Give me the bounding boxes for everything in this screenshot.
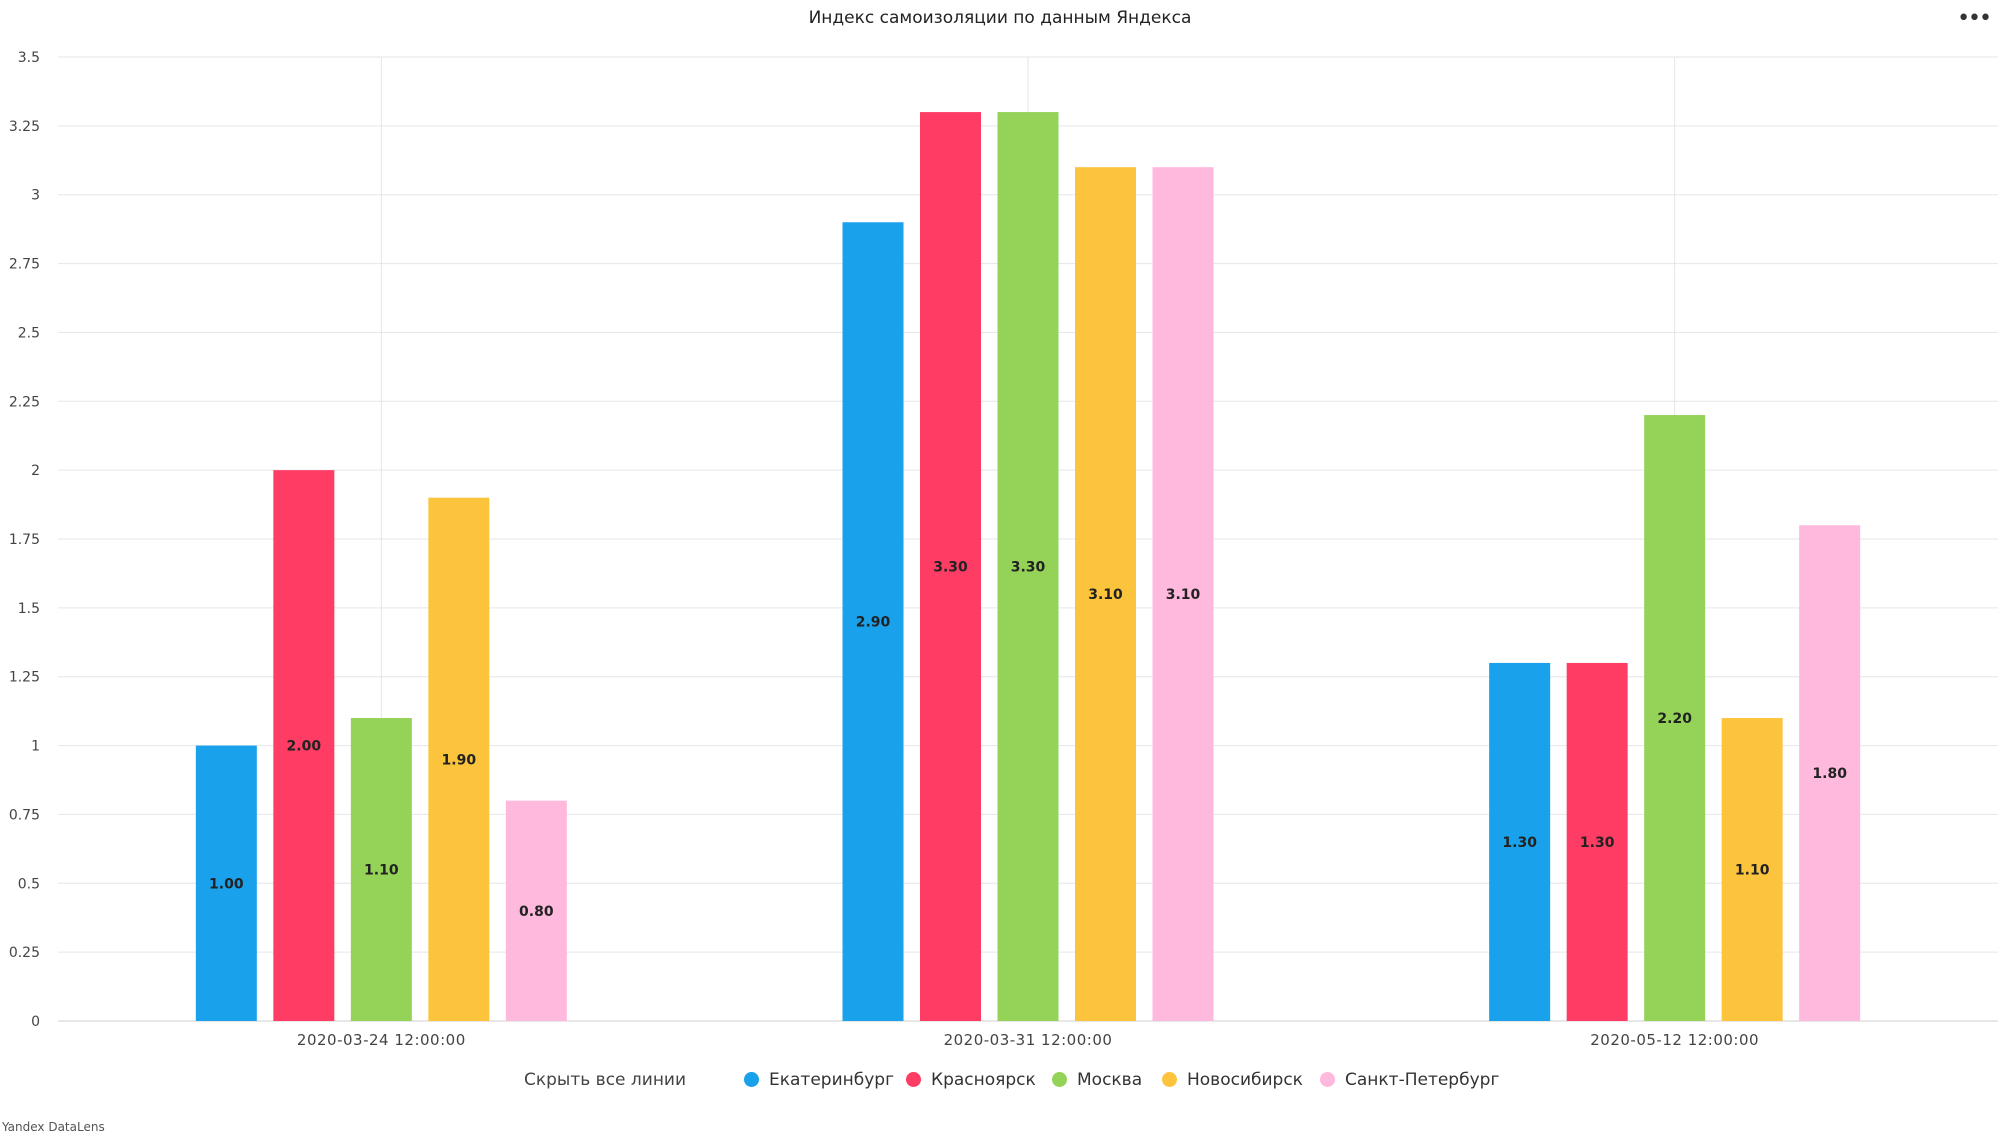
data-label: 3.10 bbox=[1166, 587, 1201, 603]
y-tick-label: 2.75 bbox=[9, 257, 40, 273]
legend-label: Новосибирск bbox=[1187, 1070, 1303, 1090]
legend-item[interactable]: Красноярск bbox=[906, 1070, 1036, 1090]
y-tick-label: 1.25 bbox=[9, 670, 40, 686]
bar bbox=[505, 800, 567, 1021]
y-tick-label: 1 bbox=[31, 739, 40, 755]
y-tick-label: 3 bbox=[31, 188, 40, 204]
y-tick-label: 0.75 bbox=[9, 807, 40, 823]
footer-credit: Yandex DataLens bbox=[2, 1120, 105, 1134]
data-label: 3.10 bbox=[1088, 587, 1123, 603]
bar bbox=[1489, 662, 1551, 1021]
bar bbox=[195, 745, 257, 1021]
data-label: 1.00 bbox=[209, 876, 244, 892]
x-tick-label: 2020-05-12 12:00:00 bbox=[1590, 1031, 1759, 1049]
bar bbox=[350, 718, 412, 1021]
data-label: 3.30 bbox=[933, 560, 968, 576]
bar bbox=[1799, 525, 1861, 1021]
data-label: 0.80 bbox=[519, 904, 554, 920]
legend-item[interactable]: Новосибирск bbox=[1162, 1070, 1303, 1090]
hide-all-lines-button[interactable]: Скрыть все линии bbox=[524, 1070, 687, 1090]
legend-item[interactable]: Екатеринбург bbox=[744, 1070, 894, 1090]
bar bbox=[1566, 662, 1628, 1021]
x-tick-label: 2020-03-24 12:00:00 bbox=[297, 1031, 466, 1049]
legend-dot-icon bbox=[1052, 1072, 1067, 1087]
data-label: 1.80 bbox=[1812, 766, 1847, 782]
legend-item[interactable]: Санкт-Петербург bbox=[1320, 1070, 1499, 1090]
bar bbox=[1644, 415, 1706, 1021]
y-tick-label: 2.5 bbox=[18, 325, 40, 341]
bar bbox=[273, 470, 335, 1022]
y-tick-label: 2 bbox=[31, 463, 40, 479]
data-label: 1.10 bbox=[1735, 863, 1770, 879]
y-tick-label: 3.5 bbox=[18, 50, 40, 66]
bar bbox=[428, 497, 490, 1022]
chart-legend: Скрыть все линии Екатеринбург Красноярск М… bbox=[0, 1070, 2000, 1096]
y-tick-label: 1.75 bbox=[9, 532, 40, 548]
legend-dot-icon bbox=[744, 1072, 759, 1087]
more-menu-icon[interactable]: ••• bbox=[1957, 6, 1992, 31]
data-label: 3.30 bbox=[1011, 560, 1046, 576]
y-tick-label: 0 bbox=[31, 1014, 40, 1030]
data-label: 1.10 bbox=[364, 863, 399, 879]
bar bbox=[1721, 718, 1783, 1021]
data-label: 1.30 bbox=[1580, 835, 1615, 851]
chart-title: Индекс самоизоляции по данным Яндекса bbox=[808, 8, 1192, 28]
bar bbox=[920, 112, 981, 1022]
data-label: 2.90 bbox=[856, 615, 891, 631]
data-label: 2.00 bbox=[287, 739, 322, 755]
y-tick-label: 0.25 bbox=[9, 945, 40, 961]
y-tick-label: 0.5 bbox=[18, 876, 40, 892]
data-label: 1.90 bbox=[442, 752, 477, 768]
legend-label: Красноярск bbox=[931, 1070, 1036, 1090]
legend-item[interactable]: Москва bbox=[1052, 1070, 1142, 1090]
legend-dot-icon bbox=[1320, 1072, 1335, 1087]
y-tick-label: 3.25 bbox=[9, 119, 40, 135]
data-label: 1.30 bbox=[1502, 835, 1537, 851]
data-label: 2.20 bbox=[1657, 711, 1692, 727]
legend-dot-icon bbox=[906, 1072, 921, 1087]
bar bbox=[1075, 167, 1136, 1021]
legend-label: Москва bbox=[1077, 1070, 1143, 1090]
y-tick-label: 1.5 bbox=[18, 601, 40, 617]
legend-label: Екатеринбург bbox=[769, 1070, 895, 1090]
bar bbox=[997, 112, 1059, 1022]
y-tick-label: 2.25 bbox=[9, 394, 40, 410]
bar bbox=[842, 222, 904, 1021]
x-tick-label: 2020-03-31 12:00:00 bbox=[944, 1031, 1113, 1049]
bar bbox=[1152, 167, 1214, 1021]
legend-label: Санкт-Петербург bbox=[1345, 1070, 1500, 1090]
legend-dot-icon bbox=[1162, 1072, 1177, 1087]
bar-chart: 0 0.25 0.5 0.75 1 1.25 1.5 1.75 2 2.25 2.5 2.75 3 3.2… bbox=[9, 50, 1998, 1049]
